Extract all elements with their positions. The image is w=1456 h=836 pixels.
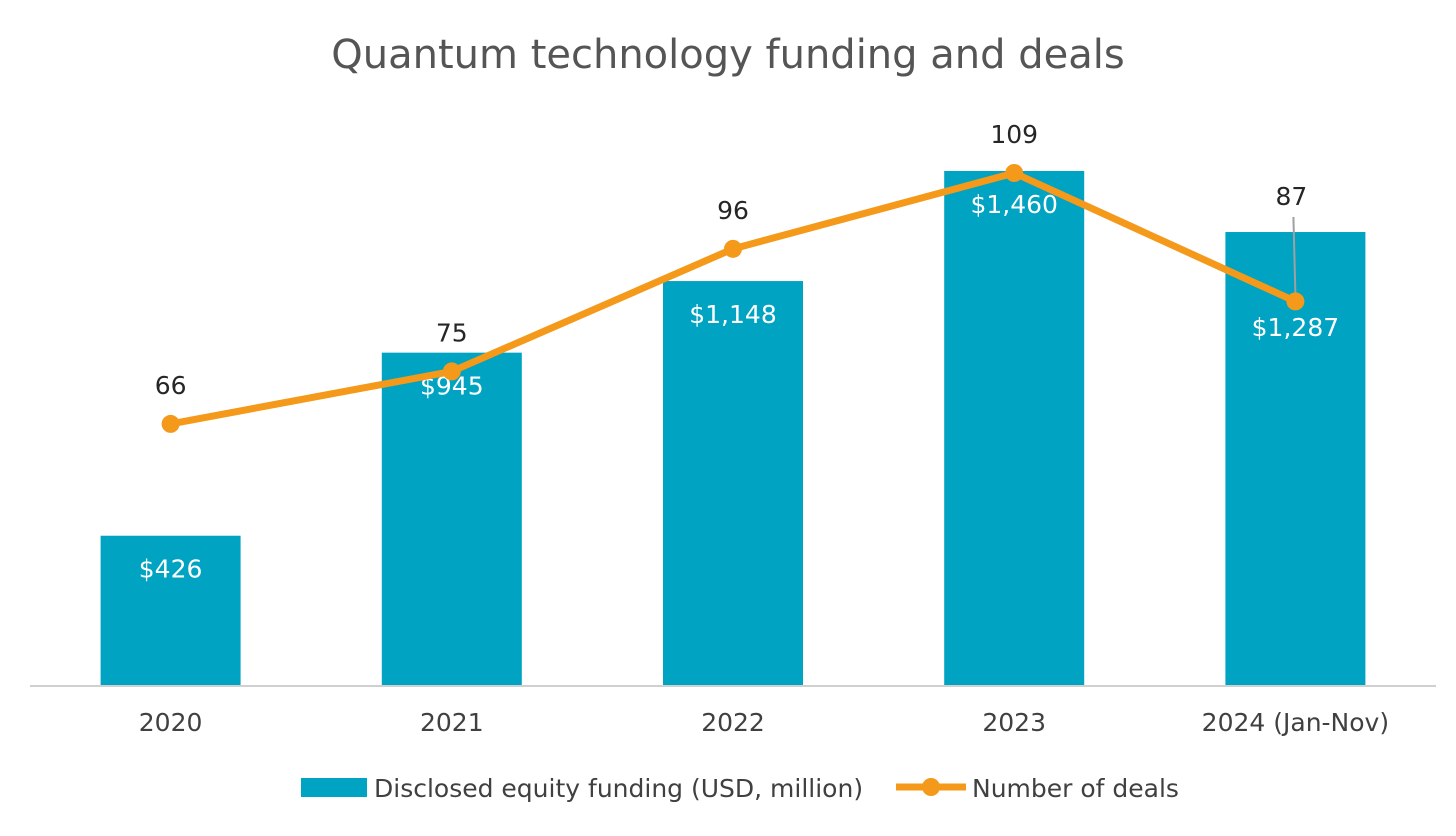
x-tick-2022: 2022 bbox=[701, 708, 765, 737]
bar-2020 bbox=[100, 535, 241, 686]
deals-point-2024 bbox=[1286, 292, 1305, 311]
deals-label-2020: 66 bbox=[155, 371, 187, 400]
bars-layer: $426$945$1,148$1,460$1,287 bbox=[100, 171, 1366, 686]
x-tick-labels: 2020 2021 2022 2023 2024 (Jan-Nov) bbox=[139, 708, 1389, 737]
bar-label-2023: $1,460 bbox=[970, 190, 1057, 219]
deals-label-2023: 109 bbox=[990, 120, 1038, 149]
deals-label-2024: 87 bbox=[1275, 182, 1307, 211]
leader-line-2024 bbox=[1292, 216, 1297, 294]
legend-label-deals: Number of deals bbox=[972, 774, 1179, 803]
deals-label-2021: 75 bbox=[436, 318, 468, 347]
legend-label-funding: Disclosed equity funding (USD, million) bbox=[374, 774, 863, 803]
deals-label-2022: 96 bbox=[717, 196, 749, 225]
x-tick-2021: 2021 bbox=[420, 708, 484, 737]
bar-2021 bbox=[381, 352, 522, 686]
legend-marker-deals bbox=[922, 778, 940, 796]
bar-2022 bbox=[663, 281, 803, 686]
x-tick-2020: 2020 bbox=[139, 708, 203, 737]
x-tick-2024: 2024 (Jan-Nov) bbox=[1202, 708, 1389, 737]
deals-point-2020 bbox=[161, 414, 180, 433]
bar-label-2020: $426 bbox=[139, 555, 203, 584]
deals-point-2023 bbox=[1005, 164, 1024, 182]
line-layer: 66 75 96 109 87 bbox=[155, 120, 1307, 433]
deals-point-2021 bbox=[442, 362, 461, 381]
legend-swatch-funding bbox=[301, 778, 367, 797]
chart-title: Quantum technology funding and deals bbox=[331, 32, 1124, 78]
deals-point-2022 bbox=[724, 239, 742, 258]
x-tick-2023: 2023 bbox=[982, 708, 1046, 737]
bar-label-2024: $1,287 bbox=[1252, 313, 1339, 342]
bar-label-2022: $1,148 bbox=[689, 300, 776, 329]
bar-2023 bbox=[944, 171, 1085, 686]
legend: Disclosed equity funding (USD, million) … bbox=[301, 774, 1179, 803]
